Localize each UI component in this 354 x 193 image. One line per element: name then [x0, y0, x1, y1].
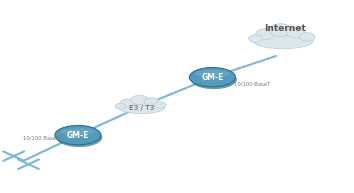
Ellipse shape [61, 128, 95, 135]
Ellipse shape [195, 70, 230, 77]
Ellipse shape [144, 98, 159, 106]
Ellipse shape [115, 103, 126, 109]
Text: 10/100 BaseT: 10/100 BaseT [23, 136, 59, 141]
Ellipse shape [56, 128, 102, 147]
Ellipse shape [253, 33, 313, 49]
Ellipse shape [131, 95, 148, 105]
Ellipse shape [154, 102, 166, 108]
Text: 10/100 BaseT: 10/100 BaseT [234, 81, 270, 86]
Ellipse shape [119, 102, 165, 113]
Ellipse shape [286, 27, 306, 38]
Text: Internet: Internet [264, 25, 306, 33]
Ellipse shape [120, 99, 135, 107]
Text: GM-E: GM-E [67, 131, 89, 140]
Ellipse shape [299, 33, 315, 41]
Ellipse shape [256, 29, 274, 40]
Text: GM-E: GM-E [201, 73, 224, 82]
Ellipse shape [191, 70, 237, 89]
Ellipse shape [189, 68, 235, 87]
Ellipse shape [55, 125, 101, 145]
Text: E3 / T3: E3 / T3 [129, 105, 154, 111]
Ellipse shape [269, 24, 291, 36]
Ellipse shape [249, 35, 263, 42]
